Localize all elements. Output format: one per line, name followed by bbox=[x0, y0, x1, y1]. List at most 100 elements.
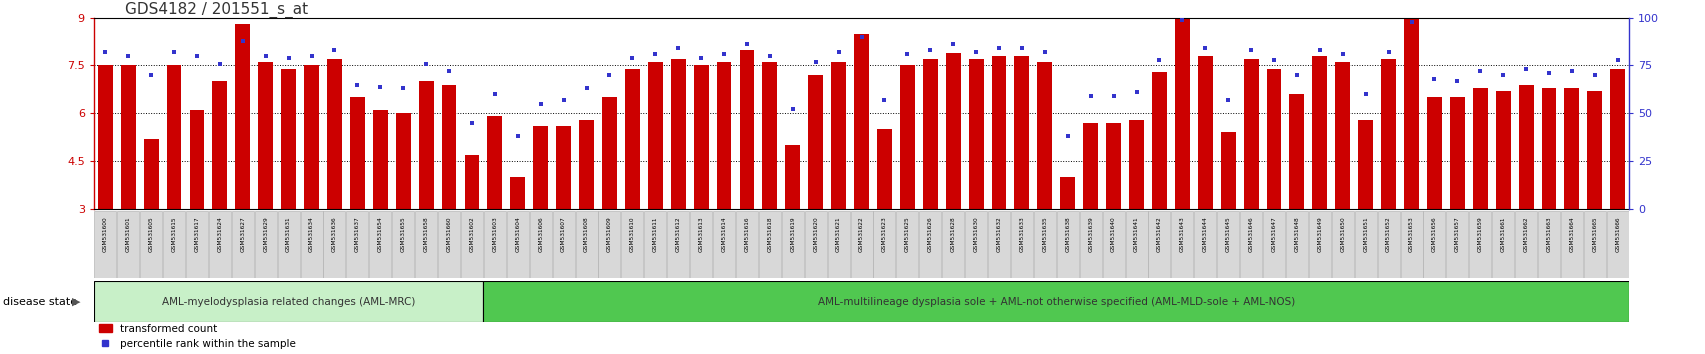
Text: GSM531647: GSM531647 bbox=[1270, 216, 1275, 252]
Bar bbox=[1514, 211, 1536, 278]
Bar bbox=[691, 211, 711, 278]
Bar bbox=[1289, 94, 1304, 209]
Point bbox=[1236, 47, 1263, 53]
Point bbox=[1442, 78, 1470, 84]
Text: GSM531626: GSM531626 bbox=[928, 216, 933, 252]
Bar bbox=[1129, 120, 1144, 209]
Text: GSM531633: GSM531633 bbox=[1020, 216, 1023, 252]
Text: GSM531666: GSM531666 bbox=[1615, 216, 1620, 251]
Bar bbox=[1586, 91, 1601, 209]
Point bbox=[459, 120, 486, 126]
Text: GSM531646: GSM531646 bbox=[1248, 216, 1253, 252]
Bar bbox=[1014, 56, 1028, 209]
Bar bbox=[941, 211, 963, 278]
Point bbox=[367, 84, 394, 89]
Bar bbox=[1079, 211, 1101, 278]
Bar bbox=[784, 145, 800, 209]
Point bbox=[641, 51, 668, 57]
Point bbox=[505, 133, 532, 139]
Text: GSM531653: GSM531653 bbox=[1408, 216, 1413, 252]
Bar bbox=[506, 211, 529, 278]
Bar bbox=[1468, 211, 1490, 278]
Text: GSM531629: GSM531629 bbox=[263, 216, 268, 252]
Text: GSM531611: GSM531611 bbox=[653, 216, 658, 251]
Text: GSM531613: GSM531613 bbox=[699, 216, 702, 252]
Bar bbox=[1221, 132, 1234, 209]
Point bbox=[595, 72, 622, 78]
Bar bbox=[1151, 72, 1166, 209]
Bar bbox=[987, 211, 1009, 278]
Text: GSM531632: GSM531632 bbox=[996, 216, 1001, 252]
Bar bbox=[1606, 211, 1628, 278]
Point bbox=[916, 47, 943, 53]
Bar bbox=[278, 211, 300, 278]
Bar bbox=[1171, 211, 1193, 278]
Text: disease state: disease state bbox=[3, 297, 77, 307]
Text: GSM531603: GSM531603 bbox=[493, 216, 498, 252]
Text: GSM531608: GSM531608 bbox=[583, 216, 588, 252]
Point bbox=[138, 72, 165, 78]
Point bbox=[1100, 93, 1127, 99]
Bar bbox=[1083, 123, 1098, 209]
Bar bbox=[876, 129, 892, 209]
Text: GSM531665: GSM531665 bbox=[1591, 216, 1596, 252]
Bar bbox=[644, 211, 667, 278]
Text: GSM531660: GSM531660 bbox=[447, 216, 452, 252]
Bar bbox=[602, 97, 617, 209]
Bar bbox=[438, 211, 460, 278]
Text: GSM531604: GSM531604 bbox=[515, 216, 520, 252]
Point bbox=[733, 42, 760, 47]
Point bbox=[1603, 57, 1630, 63]
Bar bbox=[556, 126, 571, 209]
Text: GSM531638: GSM531638 bbox=[1064, 216, 1069, 252]
Bar bbox=[827, 211, 849, 278]
Text: GSM531625: GSM531625 bbox=[904, 216, 909, 252]
Bar bbox=[534, 126, 547, 209]
Bar bbox=[1101, 211, 1124, 278]
Bar bbox=[94, 211, 116, 278]
Text: GSM531617: GSM531617 bbox=[194, 216, 199, 252]
Bar bbox=[621, 211, 643, 278]
Point bbox=[1352, 91, 1379, 97]
Bar bbox=[488, 116, 501, 209]
Point bbox=[1534, 70, 1562, 76]
Bar bbox=[300, 211, 322, 278]
Text: GSM531619: GSM531619 bbox=[789, 216, 795, 252]
Bar bbox=[762, 62, 777, 209]
Point bbox=[1122, 90, 1149, 95]
Bar bbox=[121, 65, 136, 209]
Text: GSM531624: GSM531624 bbox=[217, 216, 222, 252]
Point bbox=[619, 55, 646, 61]
Point bbox=[893, 51, 921, 57]
Bar bbox=[1061, 177, 1074, 209]
Text: GSM531641: GSM531641 bbox=[1134, 216, 1139, 252]
Bar bbox=[965, 211, 987, 278]
Bar bbox=[1033, 211, 1055, 278]
Bar bbox=[851, 211, 871, 278]
Point bbox=[939, 42, 967, 47]
Text: GSM531663: GSM531663 bbox=[1546, 216, 1550, 252]
Bar bbox=[464, 155, 479, 209]
Bar bbox=[368, 211, 390, 278]
Bar bbox=[575, 211, 597, 278]
Text: GSM531600: GSM531600 bbox=[102, 216, 107, 252]
Point bbox=[870, 97, 897, 103]
Bar bbox=[94, 281, 483, 322]
Text: GSM531656: GSM531656 bbox=[1430, 216, 1436, 252]
Bar bbox=[208, 211, 230, 278]
Bar bbox=[1400, 211, 1422, 278]
Point bbox=[92, 49, 119, 55]
Bar bbox=[235, 24, 251, 209]
Point bbox=[687, 55, 714, 61]
Bar bbox=[186, 211, 208, 278]
Text: GSM531607: GSM531607 bbox=[561, 216, 566, 252]
Point bbox=[413, 61, 440, 67]
Bar bbox=[483, 281, 1628, 322]
Bar bbox=[140, 211, 162, 278]
Bar bbox=[1216, 211, 1238, 278]
Text: GSM531630: GSM531630 bbox=[974, 216, 979, 252]
Text: GSM531639: GSM531639 bbox=[1088, 216, 1093, 252]
Point bbox=[298, 53, 326, 59]
Point bbox=[709, 51, 737, 57]
Point bbox=[1466, 68, 1494, 74]
